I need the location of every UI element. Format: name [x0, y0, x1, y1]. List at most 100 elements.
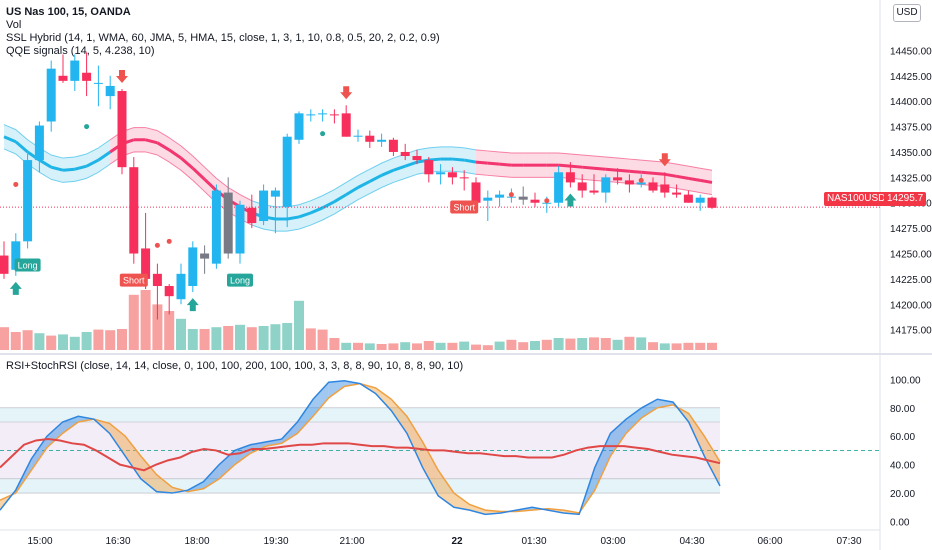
ssl-baseline-segment: [156, 141, 170, 152]
short-arrow-icon: [116, 69, 128, 83]
candle-body: [518, 196, 528, 200]
ssl-band-edge: [334, 206, 347, 215]
volume-bar: [58, 334, 68, 350]
volume-bar: [412, 343, 422, 350]
time-tick-label: 19:30: [263, 536, 288, 547]
ssl-band-edge: [322, 189, 335, 197]
ssl-baseline-segment: [392, 164, 406, 172]
ssl-band-edge: [310, 195, 323, 202]
candle-body: [365, 135, 375, 142]
ssl-band-edge: [617, 157, 630, 160]
volume-bar: [0, 327, 9, 350]
stoch-fill-segment: [328, 380, 345, 398]
volume-bar: [659, 343, 670, 350]
last-price-tag: 14295.7: [884, 192, 927, 206]
candle-body: [660, 184, 670, 193]
time-tick-label: 16:30: [105, 536, 130, 547]
ssl-band-edge: [452, 146, 465, 149]
ssl-baseline-segment: [85, 158, 100, 168]
stoch-fill-segment: [657, 399, 674, 408]
ssl-band-edge: [605, 156, 618, 159]
ssl-band-edge: [15, 129, 28, 141]
ssl-band-edge: [700, 192, 713, 196]
ssl-band-edge: [369, 162, 382, 170]
candle-body: [683, 194, 693, 203]
candle-body: [400, 151, 410, 157]
ssl-band-edge: [369, 187, 382, 195]
volume-bar: [93, 329, 104, 350]
candle-body: [601, 177, 611, 193]
long-signal-label: Long: [230, 276, 250, 286]
ssl-baseline-segment: [452, 157, 465, 162]
legend-qqe: QQE signals (14, 5, 4.238, 10): [6, 45, 155, 57]
volume-bar: [482, 345, 493, 350]
volume-bar: [176, 318, 186, 350]
ssl-band-edge: [334, 181, 347, 190]
stoch-fill-segment: [297, 399, 314, 434]
volume-bar: [258, 326, 269, 350]
ssl-band-edge: [405, 173, 418, 179]
ssl-baseline-segment: [499, 162, 512, 167]
qqe-dot: [508, 192, 514, 198]
volume-bar: [589, 337, 599, 350]
candle-body: [672, 192, 682, 195]
long-arrow-icon: [186, 298, 199, 312]
volume-bar: [140, 290, 151, 350]
stoch-fill-segment: [641, 399, 658, 418]
candle-body: [577, 182, 587, 191]
volume-bar: [447, 342, 458, 350]
candle-body: [459, 177, 469, 179]
candle-body: [82, 72, 92, 81]
ssl-baseline-segment: [641, 170, 654, 175]
long-arrow-icon: [9, 281, 22, 295]
ssl-band-edge: [157, 130, 170, 139]
candle-body: [129, 167, 139, 254]
ssl-baseline-segment: [652, 171, 665, 176]
candle-body: [152, 273, 162, 287]
ssl-baseline-segment: [428, 157, 441, 162]
volume-bar: [530, 341, 540, 350]
ssl-band-edge: [192, 180, 205, 192]
candle-body: [58, 75, 68, 81]
ssl-band-edge: [310, 219, 323, 226]
ssl-band-edge: [62, 180, 75, 183]
ssl-band-edge: [168, 137, 182, 147]
price-tick-label: 14200.00: [890, 300, 932, 311]
ssl-baseline-segment: [298, 211, 312, 219]
ssl-baseline-segment: [333, 193, 347, 204]
candle-body: [247, 207, 257, 224]
stoch-fill-segment: [375, 387, 392, 411]
currency-button[interactable]: USD: [893, 4, 921, 22]
ssl-band-edge: [381, 157, 394, 164]
qqe-dot: [84, 124, 90, 130]
candle-body: [164, 286, 174, 297]
ssl-band-edge: [357, 193, 371, 201]
candle-body: [506, 196, 516, 198]
volume-bar: [376, 344, 387, 350]
candle-body: [200, 253, 210, 259]
candle-body: [412, 156, 422, 161]
volume-bar: [211, 327, 222, 350]
ssl-band-edge: [86, 171, 99, 179]
candle-body: [176, 273, 186, 300]
candle-body: [530, 199, 540, 203]
ssl-baseline-segment: [62, 167, 75, 172]
candle-body: [471, 182, 481, 203]
ssl-baseline-segment: [310, 206, 324, 215]
stoch-fill-segment: [219, 450, 235, 479]
short-signal-badge: [119, 273, 148, 287]
volume-bar: [164, 311, 175, 350]
candle-body: [495, 194, 505, 198]
ssl-baseline-segment: [345, 186, 359, 196]
candle-body: [424, 160, 434, 175]
ssl-band-edge: [98, 163, 111, 173]
long-signal-label: Long: [18, 260, 38, 270]
ssl-band-edge: [676, 163, 689, 167]
short-signal-badge: [450, 200, 479, 214]
volume-bar: [636, 337, 647, 350]
volume-bar: [388, 343, 399, 350]
candle-body: [447, 172, 457, 178]
ssl-band-edge: [487, 174, 500, 177]
ssl-band-edge: [345, 199, 359, 208]
